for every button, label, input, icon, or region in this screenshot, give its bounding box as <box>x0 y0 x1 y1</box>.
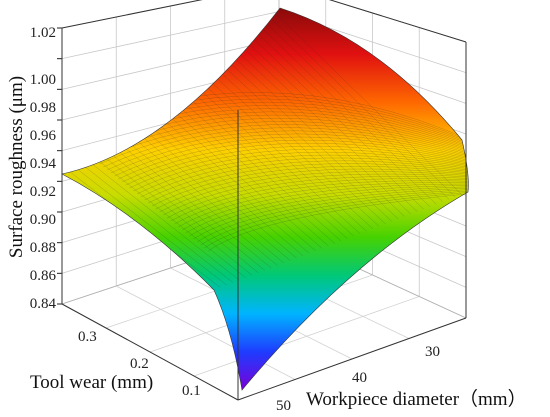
mesh-line <box>114 136 469 177</box>
mesh-line <box>166 176 469 219</box>
mesh-line <box>241 36 424 210</box>
mesh-line <box>252 28 437 205</box>
mesh-line <box>258 24 443 202</box>
frame-edge <box>61 303 239 401</box>
mesh-line <box>204 192 469 249</box>
z-tick-label: 0.88 <box>30 240 56 256</box>
z-tick-label: 0.90 <box>30 212 56 228</box>
z-tick-label: 0.96 <box>30 128 57 144</box>
mesh-line <box>268 16 456 198</box>
mesh-line <box>159 171 469 213</box>
mesh-line <box>236 41 418 212</box>
mesh-line <box>178 182 469 228</box>
mesh-line <box>78 161 234 283</box>
mesh-line <box>89 153 246 278</box>
frame-edge <box>61 0 203 29</box>
diameter-tick-label: 40 <box>352 370 367 386</box>
mesh-line <box>95 121 469 162</box>
mesh-line <box>159 99 329 247</box>
mesh-line <box>99 144 259 274</box>
mesh-line <box>181 82 354 237</box>
axis-frame <box>57 0 467 401</box>
mesh-line <box>193 187 469 240</box>
z-tick-label: 0.84 <box>30 296 57 312</box>
diameter-tick-label: 30 <box>425 344 440 360</box>
mesh-line <box>198 70 373 229</box>
tool-wear-tick-label: 0.3 <box>78 329 97 345</box>
z-tick-label: 0.98 <box>30 100 56 116</box>
mesh-line <box>230 45 412 215</box>
mesh-line <box>106 130 469 171</box>
z-tick-label: 0.94 <box>30 156 57 172</box>
surface-mesh <box>61 7 469 391</box>
mesh-line <box>94 148 253 276</box>
mesh-line <box>110 136 272 269</box>
mesh-line <box>181 183 469 231</box>
mesh-line <box>136 154 469 195</box>
mesh-line <box>149 107 316 251</box>
mesh-line <box>208 193 469 252</box>
mesh-line <box>99 124 469 165</box>
mesh-line <box>185 185 469 234</box>
mesh-line <box>127 124 291 261</box>
tool-wear-tick-label: 0.2 <box>130 356 149 372</box>
mesh-line <box>116 132 278 266</box>
mesh-line <box>151 166 469 207</box>
mesh-line <box>174 180 469 225</box>
mesh-line <box>121 128 285 264</box>
z-tick-label: 1.02 <box>30 25 56 41</box>
z-tick-label: 0.86 <box>30 268 57 284</box>
diameter-axis-title: Workpiece diameter（mm） <box>306 388 527 410</box>
mesh-line <box>192 74 367 232</box>
mesh-line <box>196 189 469 243</box>
mesh-line <box>72 165 227 286</box>
mesh-line <box>143 111 310 254</box>
mesh-line <box>138 115 304 256</box>
mesh-line <box>118 139 469 180</box>
mesh-line <box>110 133 469 174</box>
mesh-line <box>165 94 335 244</box>
frame-edge <box>328 0 467 43</box>
mesh-line <box>125 145 469 186</box>
frame-edge <box>237 317 467 401</box>
tool-wear-axis-title: Tool wear (mm) <box>30 372 153 393</box>
tool-wear-tick-label: 0.1 <box>182 383 201 399</box>
mesh-line <box>144 160 469 201</box>
mesh-line <box>121 142 469 183</box>
mesh-line <box>189 186 469 237</box>
mesh-line <box>263 20 450 200</box>
mesh-line <box>132 119 297 259</box>
diameter-tick-label: 50 <box>276 398 291 414</box>
mesh-line <box>247 32 431 207</box>
mesh-line <box>170 90 342 242</box>
diameter-axis-ticks: 30 40 50 <box>276 344 440 414</box>
mesh-line <box>133 151 469 192</box>
z-axis-ticks: 0.84 0.86 0.88 0.90 0.92 0.94 0.96 0.98 … <box>30 25 57 312</box>
mesh-line <box>219 53 399 220</box>
mesh-line <box>176 86 348 239</box>
mesh-line <box>200 190 469 246</box>
mesh-line <box>214 57 392 222</box>
tool-wear-axis-ticks: 0.3 0.2 0.1 <box>78 329 201 399</box>
mesh-line <box>225 49 405 217</box>
z-tick-label: 1.00 <box>30 72 56 88</box>
mesh-line <box>103 127 469 168</box>
mesh-line <box>155 168 469 210</box>
mesh-line <box>203 65 380 227</box>
mesh-line <box>163 173 469 216</box>
z-axis-title: Surface roughness (μm) <box>6 76 27 258</box>
mesh-line <box>129 148 469 189</box>
z-tick-label: 0.92 <box>30 184 56 200</box>
mesh-line <box>187 78 361 234</box>
surface-plot <box>61 7 469 391</box>
mesh-line <box>140 157 469 198</box>
mesh-line <box>274 11 462 195</box>
mesh-line <box>148 163 469 204</box>
grid-line <box>193 296 420 377</box>
mesh-line <box>83 157 240 281</box>
mesh-line <box>208 61 386 225</box>
mesh-line <box>170 178 469 222</box>
